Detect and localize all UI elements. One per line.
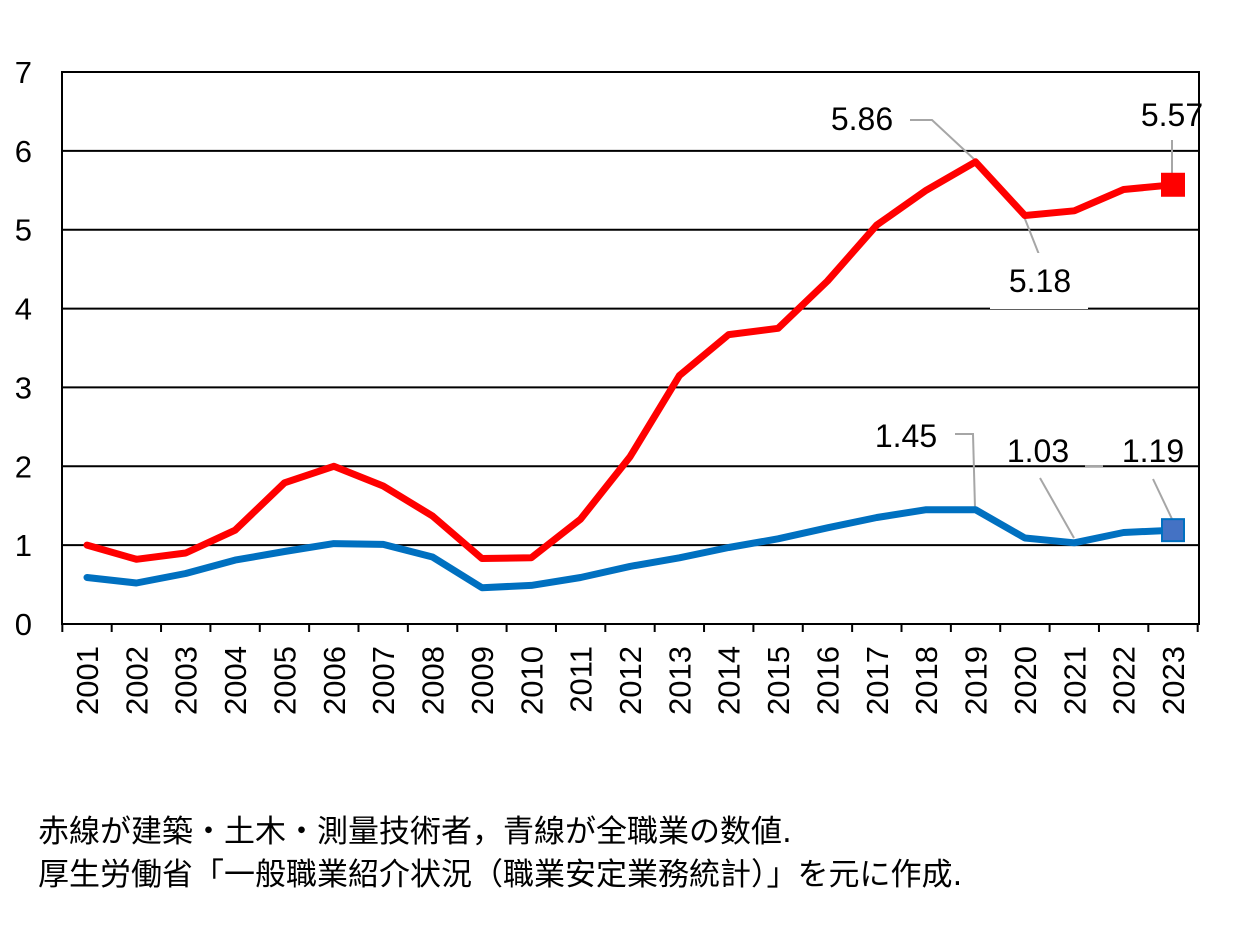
y-tick-label: 6 [15,134,32,169]
data-label: 1.03 [1007,433,1069,469]
series-end-marker-0 [1161,172,1185,197]
annotation-labels: 5.86 5.18 5.57 1.45 1.03 1.19 [831,97,1203,469]
x-tick-label: 2001 [70,646,105,715]
y-tick-label: 2 [15,449,32,484]
x-tick-label: 2006 [317,646,352,715]
x-tick-label: 2003 [169,646,204,715]
x-axis-tick-labels: 2001 2002 2003 2004 2005 2006 2007 2008 2009 2010… [70,646,1191,715]
series-end-marker-1 [1161,518,1185,543]
annotation-leader-lines [910,119,1173,539]
x-tick-label: 2018 [909,646,944,715]
y-tick-label: 7 [15,55,32,90]
y-tick-label: 3 [15,370,32,405]
x-tick-label: 2013 [662,646,697,715]
x-tick-label: 2002 [119,646,154,715]
label-background [990,253,1088,309]
x-tick-label: 2005 [267,646,302,715]
x-tick-label: 2014 [712,646,747,715]
x-tick-label: 2023 [1156,646,1191,715]
x-tick-label: 2010 [514,646,549,715]
caption-line-1: 赤線が建築・土木・測量技術者，青線が全職業の数値. [38,814,792,850]
series-line-0 [83,158,1177,563]
x-tick-label: 2004 [218,646,253,715]
x-tick-label: 2012 [613,646,648,715]
data-label: 1.45 [875,418,937,454]
series-line-1 [83,506,1177,592]
x-tick-label: 2021 [1057,646,1092,715]
x-tick-label: 2007 [366,646,401,715]
annotation-leader [1022,213,1041,258]
y-tick-label: 5 [15,213,32,248]
y-axis-tick-labels: 0 1 2 3 4 5 6 7 [15,55,32,642]
y-tick-label: 4 [15,292,32,327]
x-tick-label: 2020 [1008,646,1043,715]
data-label: 5.86 [831,101,893,137]
series-end-markers [1161,172,1185,543]
annotation-leader [910,119,976,161]
x-tick-label: 2015 [761,646,796,715]
annotation-leader [1152,478,1173,520]
y-tick-label: 0 [15,607,32,642]
x-tick-label: 2011 [564,646,599,713]
data-label: 1.19 [1122,433,1184,469]
x-tick-label: 2009 [465,646,500,715]
x-tick-label: 2017 [860,646,895,715]
x-tick-label: 2008 [416,646,451,715]
y-tick-label: 1 [15,528,32,563]
data-label: 5.57 [1141,97,1203,133]
caption-line-2: 厚生労働省「一般職業紹介状況（職業安定業務統計）」を元に作成. [38,857,963,893]
x-tick-label: 2022 [1107,646,1142,715]
gridlines [61,71,1200,632]
annotation-leader [1039,477,1075,539]
x-tick-label: 2019 [959,646,994,715]
series-lines [83,158,1177,592]
data-label: 5.18 [1009,263,1071,299]
plot-area-border [61,71,1200,625]
annotation-leader [955,433,976,509]
x-tick-label: 2016 [810,646,845,715]
